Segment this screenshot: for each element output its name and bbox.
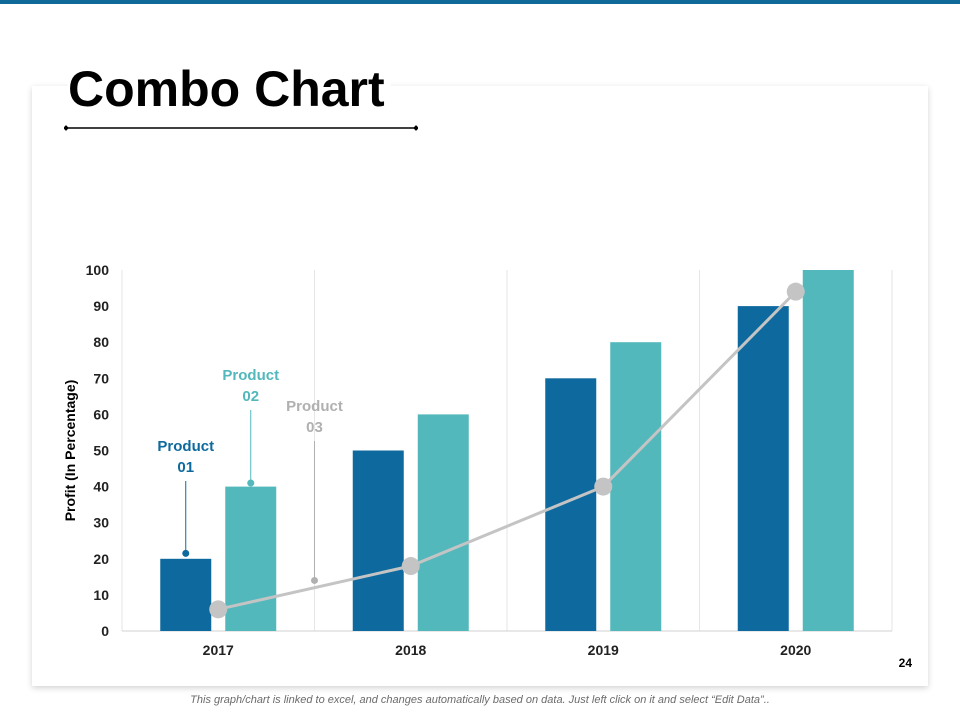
line-point-product-03 [786,282,805,301]
y-tick-label: 20 [93,551,109,567]
bar-product-01 [545,378,597,631]
y-tick-label: 70 [93,370,109,386]
x-tick-label: 2020 [780,642,811,658]
line-point-product-03 [401,557,420,576]
y-tick-label: 80 [93,334,109,350]
legend-callout-label: Product [286,398,343,415]
y-tick-label: 60 [93,406,109,422]
legend-callout-number: 01 [177,459,194,476]
line-point-product-03 [209,600,228,619]
legend-callout-label: Product [222,367,279,384]
bar-product-02 [417,414,469,631]
line-point-product-03 [594,477,613,496]
y-tick-label: 90 [93,298,109,314]
legend-callout-dot [247,479,255,487]
top-accent-bar [0,0,960,4]
bar-product-02 [802,270,854,631]
y-tick-label: 50 [93,443,109,459]
legend-callout-dot [182,549,190,557]
y-axis-title: Profit (In Percentage) [62,380,78,522]
bar-product-01 [352,450,404,631]
x-tick-label: 2019 [588,642,619,658]
x-tick-label: 2018 [395,642,426,658]
legend-callout-label: Product [157,438,214,455]
legend-callout-dot [311,576,318,584]
title-underline [64,125,418,131]
bar-product-02 [225,486,277,631]
page-title: Combo Chart [68,60,391,118]
footnote: This graph/chart is linked to excel, and… [190,694,770,706]
line-product-03 [217,290,797,611]
y-tick-label: 30 [93,515,109,531]
legend-callout-number: 02 [242,388,259,405]
y-tick-label: 10 [93,587,109,603]
y-tick-label: 100 [86,262,110,278]
x-tick-label: 2017 [203,642,234,658]
bar-product-01 [160,558,212,631]
page-number: 24 [898,656,912,670]
y-tick-label: 0 [101,623,109,639]
legend-callout-number: 03 [306,419,323,436]
bar-product-01 [737,306,789,631]
bar-product-02 [610,342,662,631]
y-tick-label: 40 [93,479,109,495]
